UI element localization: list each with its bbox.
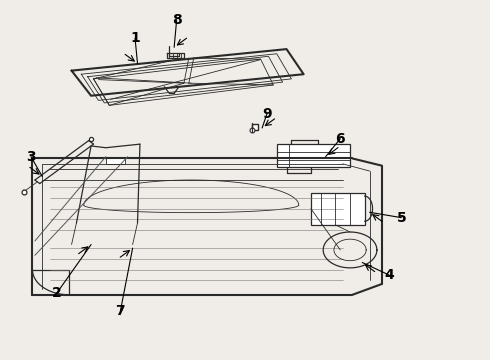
Polygon shape (277, 144, 350, 167)
Text: 7: 7 (116, 304, 125, 318)
Text: 1: 1 (130, 31, 140, 45)
Text: 5: 5 (396, 211, 406, 225)
Text: 2: 2 (52, 286, 62, 300)
Text: 8: 8 (172, 13, 181, 27)
Polygon shape (311, 193, 365, 225)
Text: 6: 6 (336, 132, 345, 146)
Bar (106, 157, 125, 164)
Text: 4: 4 (384, 268, 394, 282)
Text: 3: 3 (26, 150, 36, 164)
Text: 9: 9 (262, 107, 272, 121)
